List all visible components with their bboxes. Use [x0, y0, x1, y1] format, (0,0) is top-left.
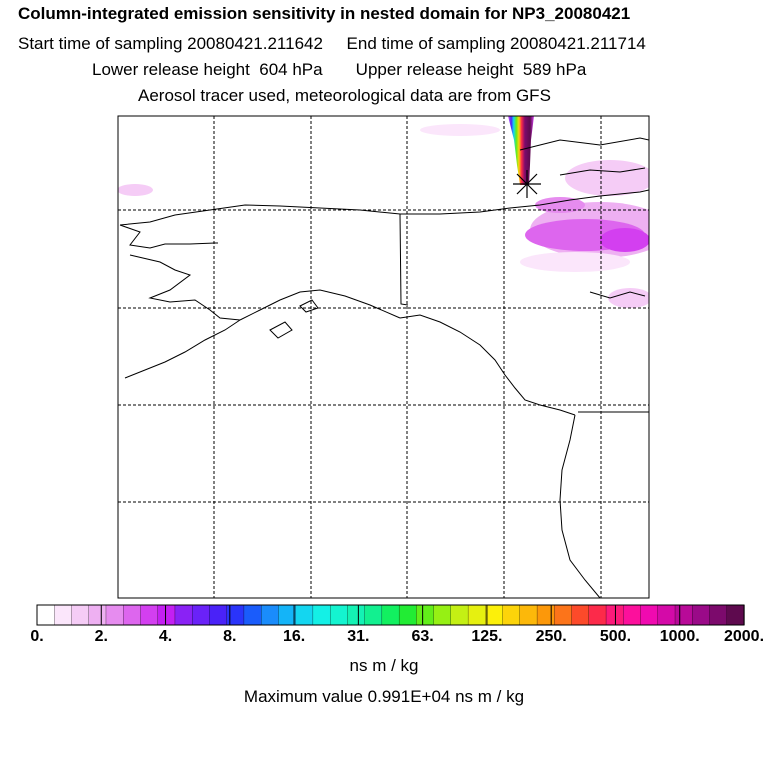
- colorbar-cell: [243, 604, 262, 626]
- colorbar-cell: [312, 604, 331, 626]
- colorbar-cell: [519, 604, 538, 626]
- colorbar-cell: [209, 604, 228, 626]
- sampling-time-line: Start time of sampling 20080421.211642 E…: [18, 34, 646, 53]
- colorbar-cell: [36, 604, 55, 626]
- colorbar-cell: [467, 604, 486, 626]
- colorbar-cell: [192, 604, 211, 626]
- colorbar-cell: [329, 604, 349, 626]
- colorbar-cell: [674, 604, 693, 626]
- colorbar-cell: [295, 604, 314, 626]
- colorbar-tick-label: 500.: [599, 628, 632, 645]
- colorbar-cell: [640, 604, 659, 626]
- sensitivity-field: [118, 124, 649, 308]
- colorbar-tick-label: 4.: [158, 628, 173, 645]
- colorbar-tick-label: 63.: [411, 628, 434, 645]
- colorbar-tick-label: 125.: [471, 628, 503, 645]
- colorbar-tick-label: 31.: [347, 628, 370, 645]
- colorbar-cell: [54, 604, 73, 626]
- colorbar-tick-label: 2000.: [723, 628, 765, 645]
- colorbar-cell: [278, 604, 297, 626]
- colorbar-tick-label: 2.: [94, 628, 108, 645]
- colorbar-tick-label: 1000.: [659, 628, 700, 645]
- colorbar-cell: [398, 604, 418, 626]
- tracer-info-line: Aerosol tracer used, meteorological data…: [138, 86, 551, 105]
- colorbar-cell: [157, 604, 176, 626]
- colorbar-cell: [605, 604, 624, 626]
- colorbar-cell: [485, 604, 504, 626]
- colorbar-cell: [140, 604, 159, 626]
- colorbar-cell: [536, 604, 555, 626]
- colorbar-cell: [502, 604, 521, 626]
- colorbar-cell: [105, 604, 124, 626]
- colorbar-cell: [554, 604, 573, 626]
- colorbar-tick-label: 8.: [223, 628, 237, 645]
- colorbar-cell: [261, 604, 280, 626]
- colorbar-units: ns m / kg: [349, 656, 419, 675]
- colorbar-cell: [657, 604, 676, 626]
- colorbar-cell: [123, 604, 142, 626]
- colorbar-cell: [381, 604, 400, 626]
- colorbar-tick-label: 250.: [535, 628, 567, 645]
- maximum-value-text: Maximum value 0.991E+04 ns m / kg: [243, 687, 525, 706]
- colorbar-cell: [174, 604, 193, 626]
- colorbar-cell: [364, 604, 383, 626]
- release-height-line: Lower release height 604 hPa Upper relea…: [92, 60, 587, 79]
- colorbar-cell: [709, 604, 728, 626]
- map-title: Column-integrated emission sensitivity i…: [18, 4, 631, 23]
- colorbar-cell: [692, 604, 711, 626]
- release-location-star: [513, 170, 541, 198]
- coastlines: [119, 137, 649, 598]
- colorbar-tick-label: 0.: [30, 628, 44, 645]
- colorbar-cell: [347, 604, 366, 626]
- colorbar-tick-label: 16.: [282, 628, 306, 645]
- map-frame: [117, 115, 650, 599]
- plume-trajectory: [508, 116, 534, 185]
- colorbar-cell: [88, 604, 107, 626]
- colorbar-cell: [588, 604, 607, 626]
- colorbar-cell: [571, 604, 590, 626]
- colorbar-cell: [726, 604, 745, 626]
- colorbar-cell: [623, 604, 642, 626]
- colorbar-cell: [450, 604, 469, 626]
- colorbar-cell: [416, 604, 435, 626]
- colorbar-cell: [433, 604, 452, 626]
- colorbar-cell: [71, 604, 90, 626]
